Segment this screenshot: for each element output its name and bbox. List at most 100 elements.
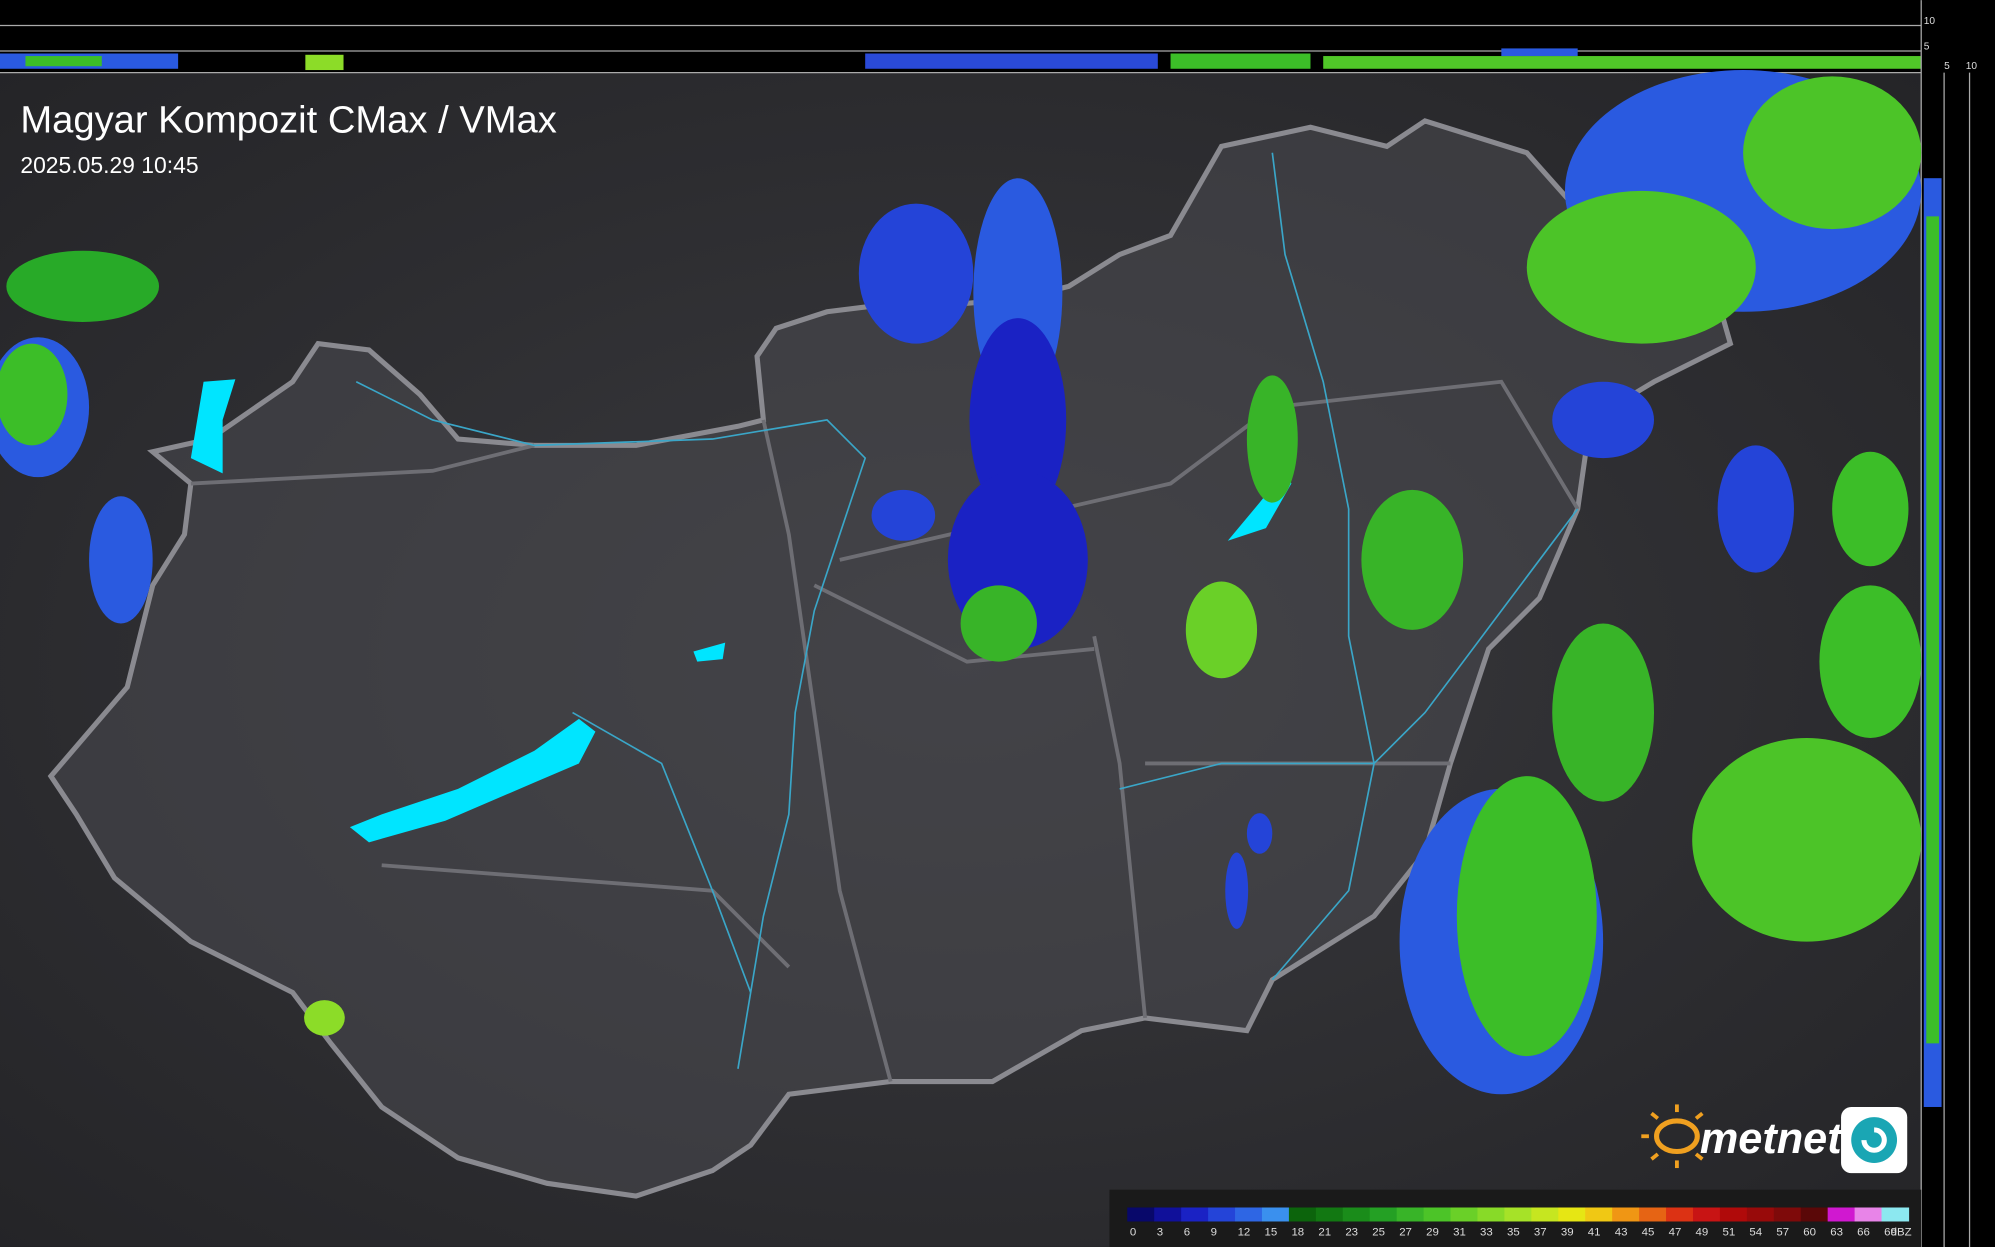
legend-label: 43 xyxy=(1615,1226,1628,1238)
legend-swatch xyxy=(1342,1207,1371,1222)
legend-label: 47 xyxy=(1669,1226,1682,1238)
echo xyxy=(1692,738,1922,942)
timestamp: 2025.05.29 10:45 xyxy=(20,152,198,178)
echo xyxy=(6,250,160,322)
side-scale-label: 5 xyxy=(1944,61,1950,72)
logo-badge-mark xyxy=(1851,1117,1898,1163)
echo xyxy=(865,53,1158,69)
logo-text: metnet xyxy=(1700,1115,1843,1163)
legend-label: 23 xyxy=(1345,1226,1358,1238)
legend-swatch xyxy=(1477,1207,1506,1222)
legend-label: 27 xyxy=(1399,1226,1412,1238)
echo xyxy=(25,56,102,67)
legend-swatch xyxy=(1288,1207,1317,1222)
side-scale-label: 10 xyxy=(1966,61,1978,72)
river xyxy=(1271,152,1375,981)
legend-swatch xyxy=(1692,1207,1721,1222)
logo-sun xyxy=(1654,1118,1700,1155)
echo xyxy=(0,343,68,446)
rivers xyxy=(355,152,1579,1069)
top-profile-echoes xyxy=(0,48,1922,71)
echo xyxy=(969,318,1067,522)
echo xyxy=(1323,56,1922,69)
legend-swatch xyxy=(1800,1207,1829,1222)
echo xyxy=(960,585,1037,662)
legend-swatch xyxy=(1315,1207,1344,1222)
legend-swatch xyxy=(1666,1207,1694,1222)
legend: 0 3 6 9 12 15 18 21 23 25 27 29 31 33 35 37 39 41 43 45 47 49… xyxy=(1127,1207,1912,1238)
legend-label: 3 xyxy=(1157,1226,1163,1238)
legend-label: 25 xyxy=(1372,1226,1385,1238)
echo xyxy=(305,54,344,71)
legend-swatch xyxy=(1827,1207,1856,1222)
legend-label: 9 xyxy=(1211,1226,1217,1238)
country-border xyxy=(47,118,1734,1199)
legend-swatch xyxy=(1450,1207,1479,1222)
legend-label: 15 xyxy=(1265,1226,1278,1238)
lake xyxy=(693,642,726,662)
echo xyxy=(858,203,974,344)
legend-label: 31 xyxy=(1453,1226,1466,1238)
echo xyxy=(1926,216,1940,1044)
legend-swatch xyxy=(1127,1207,1155,1222)
legend-label: 45 xyxy=(1642,1226,1655,1238)
legend-label: 60 xyxy=(1803,1226,1816,1238)
echo xyxy=(1170,53,1311,69)
legend-label: 12 xyxy=(1238,1226,1251,1238)
river xyxy=(1119,508,1579,790)
legend-swatch xyxy=(1396,1207,1425,1222)
legend-label: 66 xyxy=(1857,1226,1870,1238)
legend-label: 41 xyxy=(1588,1226,1601,1238)
echo xyxy=(1185,581,1258,679)
legend-label: 35 xyxy=(1507,1226,1520,1238)
logo: metnet xyxy=(1641,1104,1908,1174)
echo xyxy=(1246,375,1298,503)
legend-swatch xyxy=(1504,1207,1532,1222)
legend-label: 39 xyxy=(1561,1226,1574,1238)
echo xyxy=(1552,381,1655,459)
legend-label: 57 xyxy=(1776,1226,1789,1238)
echo xyxy=(304,1000,345,1036)
echo xyxy=(1832,451,1909,567)
map-title: Magyar Kompozit CMax / VMax xyxy=(20,98,556,141)
river xyxy=(572,711,752,993)
legend-swatch xyxy=(1773,1207,1802,1222)
legend-swatch xyxy=(1881,1207,1910,1222)
legend-swatch xyxy=(1719,1207,1748,1222)
legend-swatch xyxy=(1585,1207,1613,1222)
lake xyxy=(349,718,596,843)
echo xyxy=(1225,852,1249,929)
legend-swatch xyxy=(1154,1207,1182,1222)
legend-label: 0 xyxy=(1130,1226,1136,1238)
legend-swatch xyxy=(1235,1207,1263,1222)
legend-swatch xyxy=(1639,1207,1667,1222)
legend-swatch xyxy=(1208,1207,1236,1222)
legend-label: 37 xyxy=(1534,1226,1547,1238)
echo xyxy=(1743,76,1922,230)
echo xyxy=(1501,48,1578,57)
echo xyxy=(1819,585,1922,739)
legend-label: 49 xyxy=(1696,1226,1709,1238)
legend-label: 18 xyxy=(1291,1226,1304,1238)
legend-label: 69 xyxy=(1884,1226,1897,1238)
echo xyxy=(1361,489,1464,630)
legend-label: 6 xyxy=(1184,1226,1190,1238)
legend-swatch xyxy=(1261,1207,1290,1222)
echo xyxy=(89,496,153,624)
legend-swatch xyxy=(1423,1207,1452,1222)
echo xyxy=(1552,623,1655,802)
echo xyxy=(1526,190,1756,344)
side-scale-label: 5 xyxy=(1924,42,1930,53)
echo xyxy=(1456,776,1597,1057)
legend-label: 33 xyxy=(1480,1226,1493,1238)
logo-badge-swirl xyxy=(1861,1127,1887,1153)
legend-swatch xyxy=(1558,1207,1586,1222)
legend-swatch xyxy=(1181,1207,1209,1222)
legend-swatch xyxy=(1746,1207,1775,1222)
legend-label: 21 xyxy=(1318,1226,1331,1238)
legend-swatch xyxy=(1854,1207,1883,1222)
echo xyxy=(1246,813,1273,854)
legend-swatch xyxy=(1612,1207,1640,1222)
